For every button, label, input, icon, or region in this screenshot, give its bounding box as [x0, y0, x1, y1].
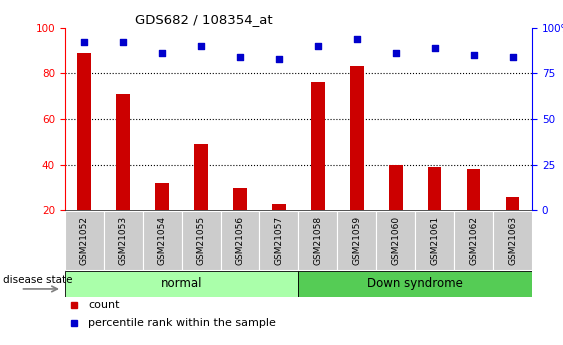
Point [352, 36, 361, 41]
FancyBboxPatch shape [298, 271, 532, 297]
Bar [311, 82, 325, 210]
FancyBboxPatch shape [260, 211, 298, 270]
Bar [389, 165, 403, 210]
Bar [117, 94, 130, 210]
FancyBboxPatch shape [65, 210, 532, 271]
Text: disease state: disease state [3, 275, 72, 285]
Text: count: count [88, 300, 119, 310]
FancyBboxPatch shape [298, 211, 337, 270]
Text: GSM21053: GSM21053 [119, 216, 128, 265]
FancyBboxPatch shape [65, 211, 104, 270]
Text: GSM21061: GSM21061 [430, 216, 439, 265]
Text: Down syndrome: Down syndrome [367, 277, 463, 290]
Text: GSM21059: GSM21059 [352, 216, 361, 265]
FancyBboxPatch shape [142, 211, 181, 270]
Point [430, 45, 439, 50]
Bar [350, 67, 364, 210]
Point [235, 54, 244, 60]
Point [391, 50, 400, 56]
Text: GSM21062: GSM21062 [469, 216, 478, 265]
Point [80, 39, 89, 45]
Bar [77, 53, 91, 210]
FancyBboxPatch shape [181, 211, 221, 270]
Bar [428, 167, 441, 210]
Point [158, 50, 167, 56]
FancyBboxPatch shape [65, 271, 298, 297]
Text: GSM21056: GSM21056 [235, 216, 244, 265]
Bar [194, 144, 208, 210]
Text: GSM21055: GSM21055 [196, 216, 205, 265]
Bar [506, 197, 520, 210]
FancyBboxPatch shape [415, 211, 454, 270]
Text: GSM21058: GSM21058 [314, 216, 323, 265]
Text: GSM21063: GSM21063 [508, 216, 517, 265]
Text: normal: normal [161, 277, 202, 290]
FancyBboxPatch shape [104, 211, 142, 270]
Bar [272, 204, 286, 210]
Point [196, 43, 205, 49]
Text: GDS682 / 108354_at: GDS682 / 108354_at [135, 13, 272, 27]
Text: percentile rank within the sample: percentile rank within the sample [88, 318, 276, 327]
FancyBboxPatch shape [454, 211, 493, 270]
FancyBboxPatch shape [376, 211, 415, 270]
Point [314, 43, 323, 49]
Text: GSM21052: GSM21052 [80, 216, 89, 265]
Text: GSM21054: GSM21054 [158, 216, 167, 265]
Text: GSM21057: GSM21057 [274, 216, 283, 265]
FancyBboxPatch shape [493, 211, 532, 270]
Bar [155, 183, 169, 210]
Bar [233, 188, 247, 210]
Point [274, 56, 283, 61]
Point [469, 52, 478, 58]
FancyBboxPatch shape [337, 211, 376, 270]
Text: GSM21060: GSM21060 [391, 216, 400, 265]
Point [508, 54, 517, 60]
FancyBboxPatch shape [221, 211, 260, 270]
Point [119, 39, 128, 45]
Bar [467, 169, 480, 210]
